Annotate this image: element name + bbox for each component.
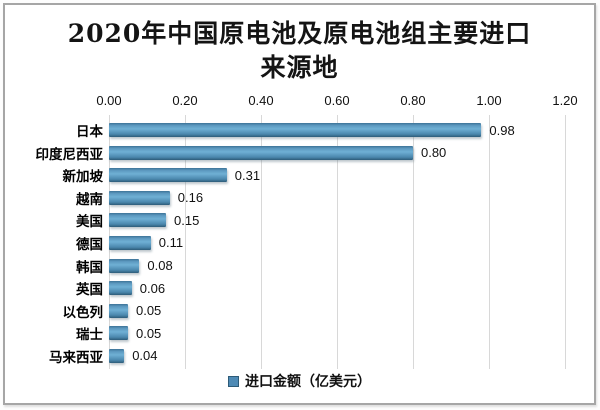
chart-title-line2: 来源地 xyxy=(260,53,339,82)
bar-value-label: 0.04 xyxy=(132,348,158,364)
x-axis-tick-label: 1.00 xyxy=(476,93,502,108)
bar xyxy=(109,258,140,273)
bar-row: 0.80 xyxy=(109,142,565,165)
x-axis-tick-label: 0.40 xyxy=(248,93,274,108)
bar-row: 0.08 xyxy=(109,254,565,277)
bar-value-label: 0.98 xyxy=(489,122,515,138)
x-axis-tick-label: 1.20 xyxy=(552,93,578,108)
y-axis-category-labels: 日本印度尼西亚新加坡越南美国德国韩国英国以色列瑞士马来西亚 xyxy=(9,119,104,367)
bar xyxy=(109,326,128,341)
bar xyxy=(109,123,482,138)
x-axis-tick-label: 0.80 xyxy=(400,93,426,108)
legend-label: 进口金额（亿美元） xyxy=(245,373,371,389)
bar-row: 0.04 xyxy=(109,344,565,367)
bar xyxy=(109,303,128,318)
bar xyxy=(109,168,227,183)
gridline xyxy=(184,115,186,369)
category-label: 瑞士 xyxy=(76,327,103,343)
x-axis-labels: 0.00 0.20 0.40 0.60 0.80 1.00 1.20 xyxy=(96,93,577,111)
bar xyxy=(109,281,132,296)
bar xyxy=(109,190,170,205)
chart-title-line1: 2020年中国原电池及原电池组主要进口 xyxy=(67,19,532,48)
bar-row: 0.98 xyxy=(109,119,565,142)
gridline xyxy=(565,115,566,369)
bar-value-label: 0.06 xyxy=(139,280,166,296)
plot-area: 0.98 0.80 0.31 0.16 0.15 0.11 0.08 0.06 0.05 0.05… xyxy=(109,115,566,369)
category-label: 韩国 xyxy=(76,259,103,275)
bar-value-label: 0.11 xyxy=(158,235,184,251)
category-label: 新加坡 xyxy=(62,169,104,185)
legend-swatch-icon xyxy=(228,375,239,387)
bar-row: 0.06 xyxy=(109,277,565,300)
bar-value-label: 0.16 xyxy=(177,190,204,206)
category-label: 美国 xyxy=(76,214,103,230)
category-label: 英国 xyxy=(76,282,103,298)
gridline xyxy=(489,115,490,369)
bar-value-label: 0.08 xyxy=(147,258,173,274)
gridline xyxy=(260,115,262,369)
bar-value-label: 0.05 xyxy=(135,325,162,341)
category-label: 马来西亚 xyxy=(49,349,103,365)
bar-row: 0.15 xyxy=(109,209,565,232)
category-label: 印度尼西亚 xyxy=(35,146,104,162)
bar-row: 0.11 xyxy=(109,232,565,255)
bar xyxy=(109,213,166,228)
bar-row: 0.05 xyxy=(109,299,565,322)
x-axis-tick-label: 0.00 xyxy=(96,93,122,108)
x-axis-tick-label: 0.60 xyxy=(324,93,350,108)
bar-value-label: 0.05 xyxy=(135,303,162,319)
legend: 进口金额（亿美元） xyxy=(5,371,594,391)
bar-value-label: 0.15 xyxy=(174,212,200,228)
gridline xyxy=(412,115,414,369)
bar xyxy=(109,235,151,250)
bar-row: 0.16 xyxy=(109,187,565,210)
chart-frame: 2020年中国原电池及原电池组主要进口 来源地 0.00 0.20 0.40 0.60… xyxy=(3,3,596,405)
bar xyxy=(109,145,413,160)
chart-title: 2020年中国原电池及原电池组主要进口 来源地 xyxy=(5,17,594,85)
category-label: 越南 xyxy=(76,191,103,207)
bar-row: 0.31 xyxy=(109,164,565,187)
bar-row: 0.05 xyxy=(109,322,565,345)
category-label: 以色列 xyxy=(62,304,104,320)
bar xyxy=(109,348,125,363)
x-axis-tick-label: 0.20 xyxy=(172,93,198,108)
gridline xyxy=(337,115,338,369)
bar-value-label: 0.31 xyxy=(234,167,261,183)
category-label: 日本 xyxy=(76,124,103,140)
category-label: 德国 xyxy=(76,236,103,252)
bar-value-label: 0.80 xyxy=(420,145,447,161)
